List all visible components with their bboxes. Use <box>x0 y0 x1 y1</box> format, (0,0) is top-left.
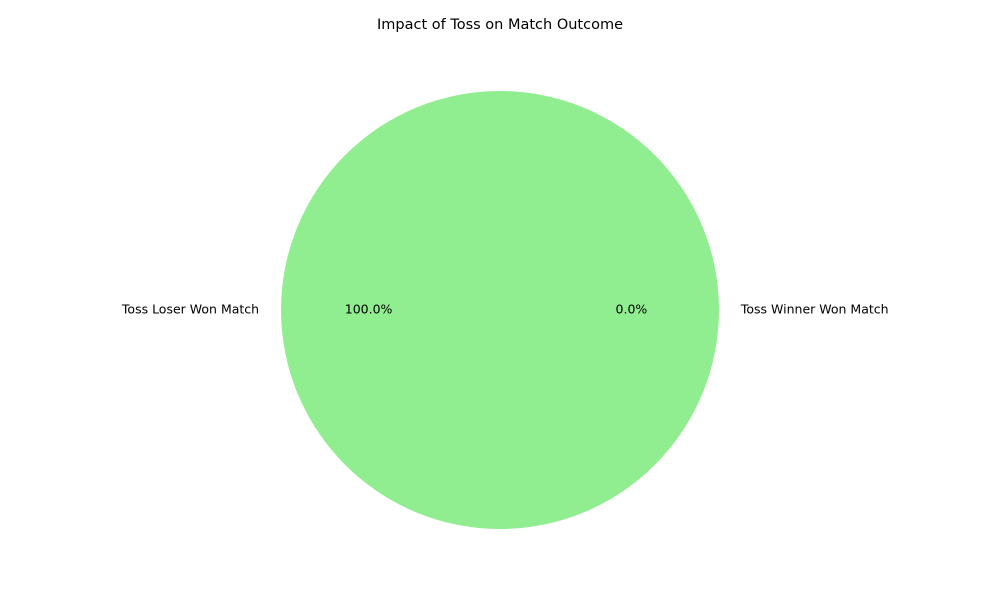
chart-title: Impact of Toss on Match Outcome <box>377 17 623 33</box>
pie-slice-label: Toss Loser Won Match <box>121 302 259 317</box>
pie-slice-label: Toss Winner Won Match <box>740 302 889 317</box>
pie-slice-percent: 0.0% <box>616 302 648 317</box>
pie-slice <box>281 91 719 529</box>
pie-slices <box>281 91 719 529</box>
pie-slice-percent: 100.0% <box>345 302 393 317</box>
pie-labels: Toss Winner Won Match 0.0% Toss Loser Won … <box>121 302 889 317</box>
